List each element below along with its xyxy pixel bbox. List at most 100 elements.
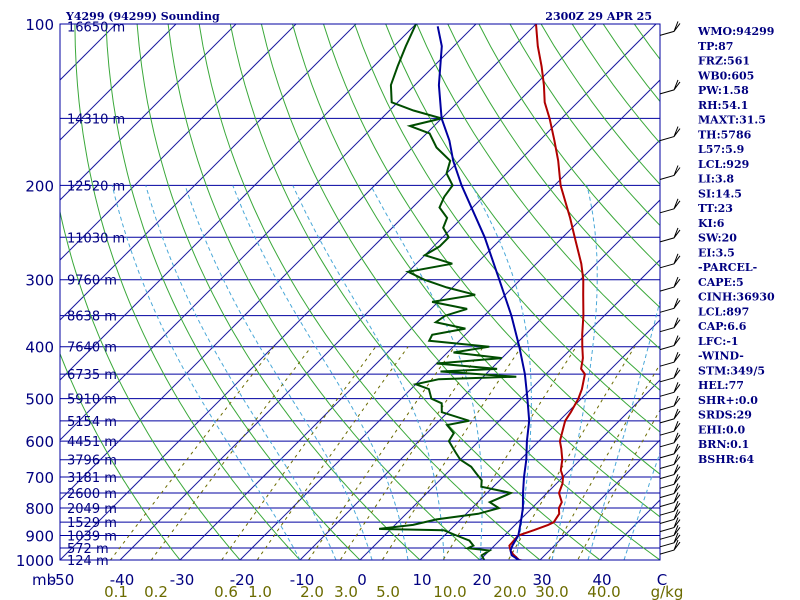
mixing-ratio-tick-label: 2.0 xyxy=(300,583,324,600)
dry-adiabat-line xyxy=(447,24,660,309)
isotherm-line xyxy=(60,24,357,321)
mixing-ratio-line xyxy=(256,346,409,560)
dry-adiabat-line xyxy=(136,24,421,560)
wind-barb xyxy=(659,276,681,292)
temperature-tick-label: -20 xyxy=(230,571,255,589)
station-title: Y4299 (94299) Sounding xyxy=(65,10,220,23)
mixing-ratio-line xyxy=(221,346,377,560)
mixing-ratio-tick-label: g/kg xyxy=(651,583,684,600)
height-label: 8638 m xyxy=(67,310,117,325)
height-label: 7640 m xyxy=(67,341,117,356)
index-value: -PARCEL- xyxy=(698,261,757,274)
mixing-ratio-tick-label: 40.0 xyxy=(587,583,620,600)
pressure-tick-label: 700 xyxy=(25,469,54,487)
temperature-tick-label: -10 xyxy=(290,571,315,589)
index-value: SRDS:29 xyxy=(698,409,752,422)
pressure-tick-label: 800 xyxy=(25,500,54,518)
plot-frame xyxy=(59,23,661,561)
index-value: RH:54.1 xyxy=(698,99,748,112)
mixing-ratio-line xyxy=(307,346,456,560)
moist-adiabat-line xyxy=(471,185,532,560)
index-value: LCL:897 xyxy=(698,305,749,318)
isotherm-line xyxy=(0,24,56,571)
dry-adiabat-line xyxy=(292,24,660,518)
height-label: 1529 m xyxy=(67,516,117,531)
temperature-tick-label: -50 xyxy=(50,571,75,589)
dewpoint-trace xyxy=(378,24,517,560)
index-value: BRN:0.1 xyxy=(698,438,749,451)
height-label: 6735 m xyxy=(67,368,117,383)
temperature-tick-label: 20 xyxy=(472,571,491,589)
isotherm-line xyxy=(479,379,660,560)
mixing-ratio-line xyxy=(150,346,312,560)
isotherm-line xyxy=(60,24,177,141)
dry-adiabat-line xyxy=(416,24,660,350)
dry-adiabat-line xyxy=(74,24,301,560)
pressure-tick-label: 300 xyxy=(25,272,54,290)
height-label: 5910 m xyxy=(67,393,117,408)
mixing-ratio-line xyxy=(547,363,660,560)
wind-barbs xyxy=(659,21,681,555)
index-value: FRZ:561 xyxy=(698,55,750,68)
moist-adiabat-line xyxy=(551,185,598,560)
wind-barb xyxy=(659,165,681,180)
isotherm-line xyxy=(60,24,477,441)
mixing-ratio-line xyxy=(507,346,636,560)
height-label: 3181 m xyxy=(67,471,117,486)
isotherm-line xyxy=(179,79,660,560)
pressure-tick-label: 1000 xyxy=(16,552,54,570)
index-value: TH:5786 xyxy=(698,128,752,141)
moist-adiabat-line xyxy=(184,185,373,560)
height-label: 124 m xyxy=(67,554,109,569)
index-value: LI:3.8 xyxy=(698,173,734,186)
height-label: 4451 m xyxy=(67,435,117,450)
pressure-tick-label: 600 xyxy=(25,433,54,451)
mixing-ratio-line xyxy=(381,346,522,560)
mixing-ratio-line xyxy=(339,346,484,560)
temperature-tick-label: C xyxy=(657,571,667,589)
moist-adiabat-line xyxy=(370,185,483,560)
index-value: LFC:-1 xyxy=(698,335,739,348)
mixing-ratio-line xyxy=(442,346,577,560)
index-value: HEL:77 xyxy=(698,379,744,392)
mixing-ratio-tick-label: 30.0 xyxy=(535,583,568,600)
mixing-ratio-tick-label: 0.2 xyxy=(144,583,168,600)
temperature-tick-label: -30 xyxy=(170,571,195,589)
index-value: CAPE:5 xyxy=(698,276,744,289)
wind-barb xyxy=(659,298,681,313)
wind-barb xyxy=(659,454,681,469)
wind-barb xyxy=(659,432,681,448)
height-label: 16650 m xyxy=(67,20,125,35)
height-label: 572 m xyxy=(67,542,109,557)
moist-adiabat-line xyxy=(623,451,660,560)
dry-adiabat-line xyxy=(354,24,660,433)
index-value: WMO:94299 xyxy=(697,25,774,38)
dry-adiabat-line xyxy=(229,24,601,560)
isotherm-line xyxy=(419,319,660,560)
mixing-ratio-tick-label: 0.1 xyxy=(104,583,128,600)
index-value: BSHR:64 xyxy=(698,453,754,466)
isotherm-line xyxy=(60,24,417,381)
temperature-tick-label: 0 xyxy=(357,571,367,589)
index-value: EHI:0.0 xyxy=(698,423,745,436)
mixing-ratio-tick-label: 5.0 xyxy=(376,583,400,600)
wind-barb xyxy=(659,517,681,533)
index-value: STM:349/5 xyxy=(698,364,765,377)
index-value: L57:5.9 xyxy=(698,143,744,156)
temperature-tick-label: 10 xyxy=(412,571,431,589)
sounding-time: 2300Z 29 APR 25 xyxy=(545,10,652,23)
temperature-trace xyxy=(508,24,586,560)
wind-barb xyxy=(659,335,681,351)
index-value: PW:1.58 xyxy=(698,84,749,97)
isotherm-line xyxy=(119,24,657,560)
index-value: CINH:36930 xyxy=(698,291,775,304)
wind-barb xyxy=(659,509,681,524)
dry-adiabat-line xyxy=(478,24,660,268)
height-label: 3796 m xyxy=(67,454,117,469)
isotherm-line xyxy=(60,24,297,261)
height-label: 11030 m xyxy=(67,231,125,246)
temperature-tick-label: 30 xyxy=(532,571,551,589)
pressure-tick-label: 400 xyxy=(25,339,54,357)
index-value: SI:14.5 xyxy=(698,187,742,200)
